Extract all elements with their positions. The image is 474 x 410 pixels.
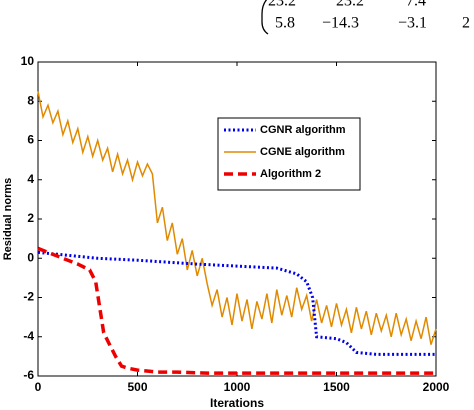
x-tick-label: 500 xyxy=(127,380,147,394)
x-tick-label: 0 xyxy=(35,380,42,394)
series-line xyxy=(37,91,437,345)
legend-label: CGNE algorithm xyxy=(260,146,345,158)
y-tick-label: -4 xyxy=(23,329,34,343)
series-line xyxy=(37,250,436,356)
x-axis-label: Iterations xyxy=(210,396,264,410)
y-tick-label: 10 xyxy=(21,54,35,68)
matrix-cell: 23.2 xyxy=(336,0,364,10)
y-tick-label: 6 xyxy=(27,133,34,147)
matrix-cell: 2 xyxy=(462,15,470,32)
matrix-fragment: 23.2 23.2 7.4 5.8 −14.3 −3.1 2 xyxy=(268,0,470,32)
x-tick-label: 1500 xyxy=(323,380,350,394)
plot-frame xyxy=(37,61,437,377)
y-tick-label: 0 xyxy=(27,250,34,264)
y-tick-label: -6 xyxy=(23,368,34,382)
x-tick-label: 1000 xyxy=(224,380,251,394)
legend-box xyxy=(217,117,361,191)
x-tick-label: 2000 xyxy=(423,380,450,394)
y-axis-label: Residual norms xyxy=(2,178,14,261)
y-tick-label: 4 xyxy=(27,172,34,186)
matrix-cell: −14.3 xyxy=(322,15,359,32)
matrix-cell: −3.1 xyxy=(398,15,427,32)
y-tick-label: -2 xyxy=(23,290,34,304)
matrix-cell: 5.8 xyxy=(275,15,295,32)
matrix-bracket xyxy=(261,0,269,35)
series-line xyxy=(37,246,436,375)
matrix-cell: 23.2 xyxy=(268,0,296,10)
y-tick-label: 8 xyxy=(27,93,34,107)
legend: CGNR algorithm CGNE algorithm Algorithm 2 xyxy=(217,117,361,191)
legend-label: Algorithm 2 xyxy=(260,168,321,180)
plot: -6 -4 -2 0 2 4 6 8 10 0 500 1000 1500 2000 CGNR algori… xyxy=(21,54,450,394)
matrix-cell: 7.4 xyxy=(406,0,426,10)
legend-label: CGNR algorithm xyxy=(260,124,346,136)
y-tick-label: 2 xyxy=(27,211,34,225)
